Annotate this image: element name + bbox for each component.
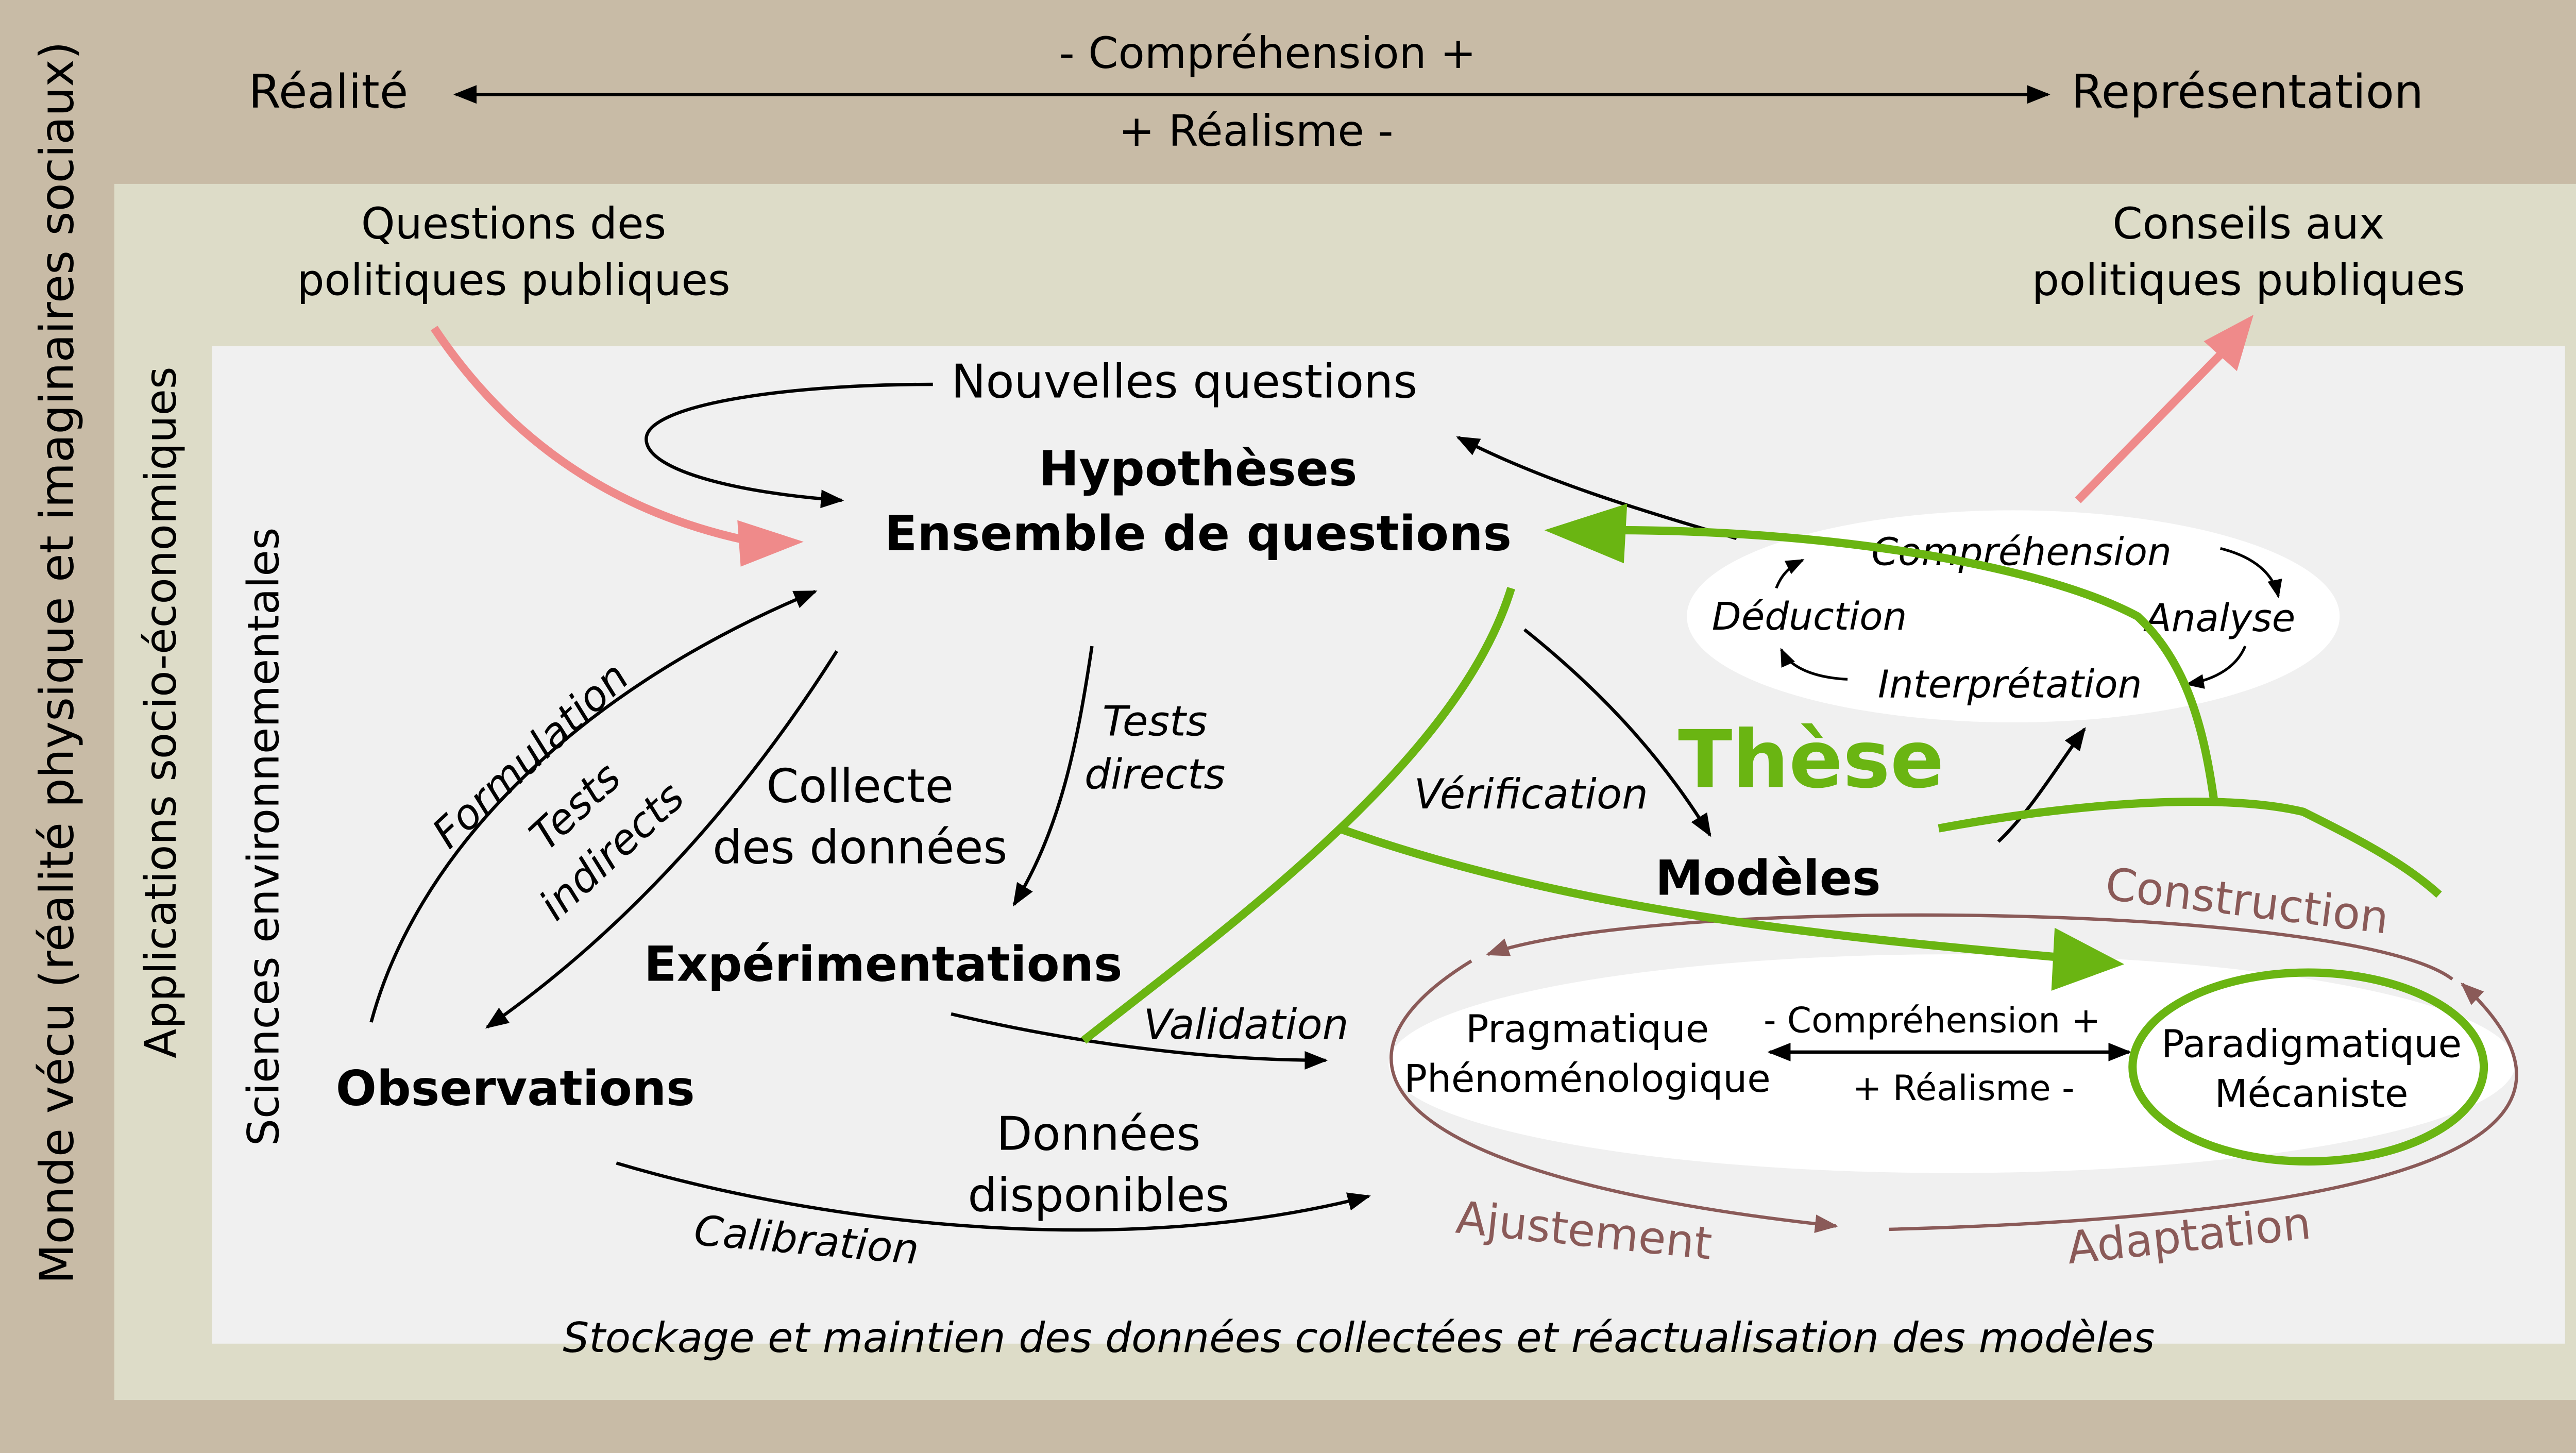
these-right-curve [1938, 798, 2442, 898]
validation-label: Validation [1144, 1000, 1349, 1049]
questions-arrowhead [737, 520, 804, 567]
collecte-line1: Collecte [766, 759, 954, 813]
ensemble-questions-label: Ensemble de questions [885, 505, 1512, 562]
cycle-arrow-top-right [2220, 547, 2282, 599]
representation-label: Représentation [2071, 65, 2424, 119]
stockage-label: Stockage et maintien des données collect… [563, 1313, 2155, 1362]
collecte-line2: des données [713, 820, 1007, 874]
these-to-paradigmatique-arrow [1337, 824, 2063, 962]
pragmatique-label: Pragmatique [1466, 1007, 1709, 1052]
nouvelles-questions-label: Nouvelles questions [951, 355, 1417, 409]
conseils-politiques-line1: Conseils aux [2112, 198, 2384, 249]
these-arrowhead-hypotheses [1544, 503, 1628, 564]
formulation-arrow [369, 589, 818, 1023]
inner-side-label: Sciences environnementales [238, 528, 289, 1146]
experimentations-label: Expérimentations [644, 936, 1123, 992]
questions-politiques-line1: Questions des [361, 198, 666, 249]
paradigmatique-label: Paradigmatique [2161, 1022, 2462, 1067]
questions-politiques-line2: politiques publiques [297, 255, 730, 305]
modeles-to-cycle-arrow [1997, 727, 2086, 843]
mecaniste-label: Mécaniste [2215, 1072, 2409, 1116]
cycle-analyse-label: Analyse [2143, 596, 2295, 640]
questions-to-hypotheses-arrow [430, 326, 747, 545]
phenomenologique-label: Phénoménologique [1404, 1057, 1770, 1101]
these-arrowhead-models [2051, 927, 2125, 991]
realite-label: Réalité [248, 65, 408, 119]
hypotheses-label: Hypothèses [1039, 441, 1357, 497]
verification-arrow [1523, 628, 1711, 837]
verification-label: Vérification [1414, 770, 1648, 818]
cycle-arrow-bottom-left [1780, 648, 1848, 681]
cycle-deduction-label: Déduction [1712, 595, 1907, 639]
conseils-politiques-line2: politiques publiques [2032, 255, 2465, 305]
donnees-line1: Données [996, 1107, 1200, 1161]
models-comprehension-label: - Compréhension + [1764, 1000, 2100, 1040]
tests-directs-arrow [1012, 646, 1094, 907]
cycle-arrow-top-left [1775, 559, 1805, 589]
tests-indirects-arrow [485, 650, 838, 1029]
cycle-to-nouvelles-questions-arrow [1456, 436, 1737, 540]
tests-directs-line2: directs [1084, 750, 1225, 799]
cycle-arrow-bottom-right [2185, 646, 2247, 689]
models-ellipse [1388, 954, 2516, 1173]
top-realisme-label: + Réalisme - [1118, 106, 1393, 156]
ajustement-arrow [1389, 959, 1839, 1234]
paradigmatique-ellipse [2128, 968, 2488, 1166]
cycle-interpretation-label: Interprétation [1878, 663, 2142, 707]
nouvelles-questions-loop-arrow [645, 382, 933, 509]
calibration-arrow [616, 1161, 1371, 1232]
adaptation-arrow [1889, 982, 2518, 1231]
donnees-line2: disponibles [968, 1169, 1229, 1223]
observations-label: Observations [336, 1060, 695, 1117]
top-comprehension-label: - Compréhension + [1059, 28, 1476, 78]
these-to-conseils-arrow [2075, 348, 2227, 503]
validation-arrow [951, 1012, 1328, 1070]
these-to-hypotheses-arrow [1615, 526, 2218, 800]
modeles-label: Modèles [1655, 850, 1881, 906]
tests-directs-line1: Tests [1103, 697, 1208, 746]
these-main-curve [1081, 587, 1515, 1044]
these-label: Thèse [1678, 714, 1944, 806]
models-realisme-label: + Réalisme - [1853, 1068, 2075, 1108]
middle-side-label: Applications socio-économiques [135, 366, 186, 1058]
construction-arrow [1485, 913, 2453, 981]
outer-side-label: Monde vécu (réalité physique et imaginai… [30, 41, 84, 1284]
